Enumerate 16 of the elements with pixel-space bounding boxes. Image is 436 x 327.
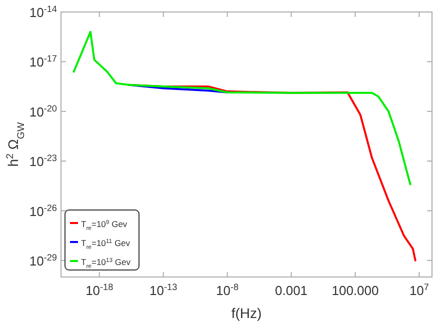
legend-label: T$_{re}$=10$^{9}$ Gev	[81, 219, 128, 232]
y-tick-label: 10$^{-29}$	[29, 252, 57, 268]
y-tick-label: 10$^{-17}$	[29, 54, 57, 70]
x-tick-label: 10$^{7}$	[409, 282, 429, 298]
x-tick-label: 10$^{-18}$	[86, 282, 114, 298]
x-tick-label: 100.000	[332, 283, 379, 298]
x-tick-label: 0.001	[275, 283, 308, 298]
x-tick-label: 10$^{-13}$	[150, 282, 178, 298]
legend-label: T$_{re}$=10$^{11}$ Gev	[81, 238, 131, 251]
y-tick-label: 10$^{-26}$	[29, 202, 57, 219]
legend-label: T$_{re}$=10$^{13}$ Gev	[81, 257, 132, 270]
y-tick-label: 10$^{-20}$	[29, 103, 57, 120]
x-axis-title: f(Hz)	[231, 305, 262, 321]
y-tick-label: 10$^{-14}$	[29, 4, 57, 20]
x-tick-label: 10$^{-8}$	[216, 282, 239, 298]
y-tick-label: 10$^{-23}$	[29, 153, 57, 170]
